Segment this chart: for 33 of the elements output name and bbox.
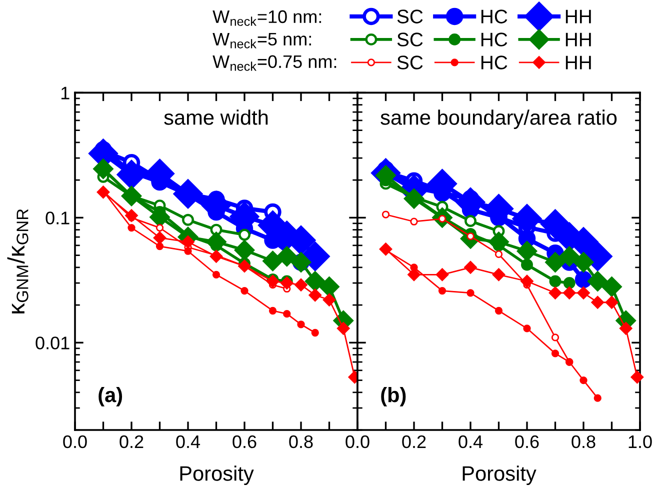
y-tick-label: 0.01 xyxy=(36,336,70,350)
legend-label: SC xyxy=(397,32,423,46)
legend-label: HH xyxy=(566,10,591,24)
legend-label: HH xyxy=(566,32,591,46)
y-tick-label: 0.1 xyxy=(46,212,70,224)
x-axis-title: Porosity xyxy=(180,466,254,485)
x-tick-label: 0.0 xyxy=(346,435,370,448)
text: W$_{neck}$=5 nm: xyxy=(212,32,311,48)
y-axis-title: κ$_{GNM}$/κ$_{GNR}$ xyxy=(7,209,28,314)
annotation: (a) xyxy=(98,386,122,406)
x-tick-label: 1.0 xyxy=(628,435,652,448)
legend-label: SC xyxy=(397,56,423,70)
x-tick-label: 0.8 xyxy=(572,435,596,448)
x-tick-label: 0.4 xyxy=(458,435,483,448)
x-tick-label: 0.6 xyxy=(232,435,256,448)
legend-label: SC xyxy=(397,10,423,24)
legend-label: HH xyxy=(566,56,591,70)
y-tick-label: 1 xyxy=(61,86,70,100)
x-tick-label: 0.8 xyxy=(289,435,313,448)
annotation: (b) xyxy=(381,386,406,406)
x-tick-label: 0.4 xyxy=(176,435,200,448)
legend-label: HC xyxy=(481,10,508,24)
text: W$_{neck}$=10 nm: xyxy=(212,10,322,26)
x-tick-label: 0.2 xyxy=(120,435,144,448)
legend-label: HC xyxy=(481,32,508,46)
text: same boundary/area ratio xyxy=(380,110,617,129)
x-tick-label: 0.2 xyxy=(402,435,426,448)
x-tick-label: 0.6 xyxy=(515,435,539,448)
x-tick-label: 0.0 xyxy=(63,435,87,448)
text: W$_{neck}$=0.75 nm: xyxy=(212,55,336,71)
x-axis-title: Porosity xyxy=(462,466,536,485)
legend-label: HC xyxy=(481,56,508,70)
text: same width xyxy=(164,110,268,125)
